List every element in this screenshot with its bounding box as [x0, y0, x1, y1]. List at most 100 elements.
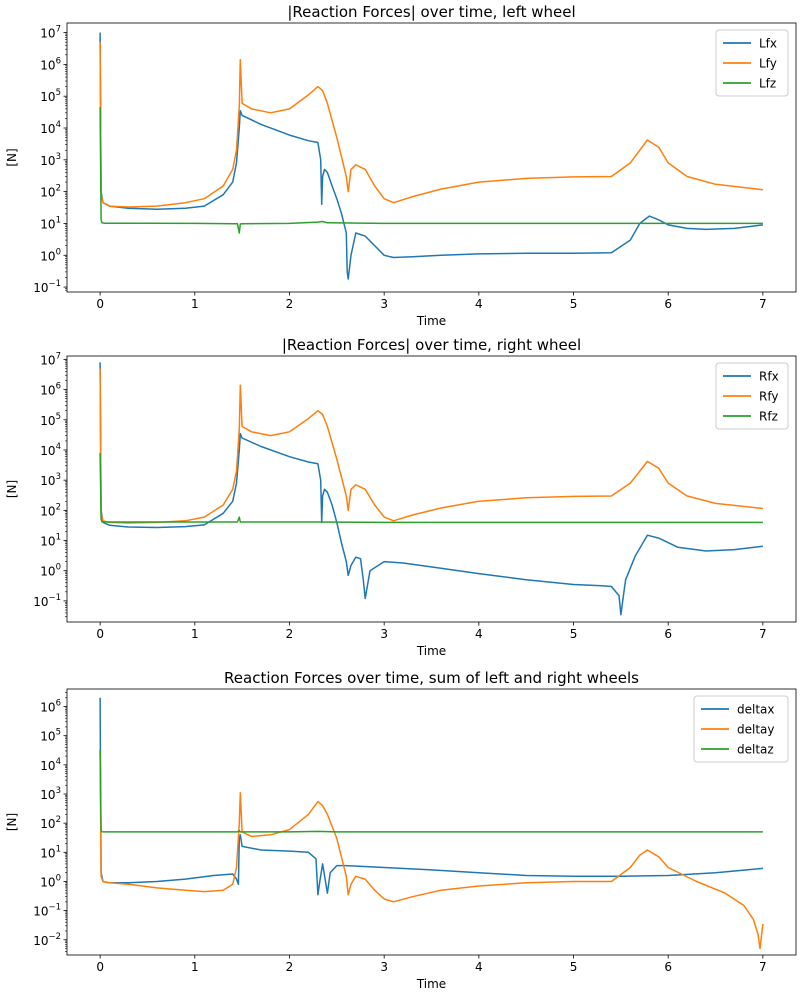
y-tick-label: 103 — [40, 472, 61, 488]
x-tick-label: 6 — [664, 960, 672, 974]
y-axis-label: [N] — [5, 480, 19, 498]
y-tick-label: 102 — [40, 502, 61, 518]
x-tick-label: 0 — [96, 960, 104, 974]
y-tick-label: 102 — [40, 815, 61, 831]
y-tick-label: 10−1 — [33, 279, 61, 295]
y-tick-label: 104 — [40, 757, 61, 773]
x-tick-label: 7 — [759, 960, 767, 974]
series-line-Lfz — [99, 107, 763, 234]
y-tick-label: 102 — [40, 184, 61, 200]
legend-label: Lfz — [759, 77, 776, 91]
x-tick-label: 1 — [191, 627, 199, 641]
chart-2: 0 1 2 3 4 5 6 7 10−1 100 101 102 103 104 105 106 107 |Rea… — [5, 336, 797, 658]
y-tick-label: 100 — [40, 563, 61, 579]
y-tick-label: 106 — [40, 699, 61, 715]
y-tick-label: 10−1 — [33, 903, 61, 919]
x-tick-label: 3 — [380, 960, 388, 974]
y-tick-label: 106 — [40, 56, 61, 72]
legend-label: Lfx — [759, 37, 777, 51]
y-tick-label: 104 — [40, 442, 61, 458]
legend: Rfx Rfy Rfz — [715, 362, 789, 430]
y-tick-label: 10−1 — [33, 593, 61, 609]
y-tick-label: 101 — [40, 533, 61, 549]
series-line-deltay — [99, 750, 764, 950]
x-axis-label: Time — [416, 977, 446, 991]
series-line-Rfy — [99, 368, 763, 524]
legend-label: deltay — [737, 723, 775, 737]
series-line-Rfx — [99, 362, 763, 616]
x-tick-label: 2 — [286, 297, 294, 311]
legend-label: Rfy — [759, 390, 778, 404]
x-axis: 0 1 2 3 4 5 6 7 — [96, 622, 767, 641]
x-tick-label: 2 — [286, 960, 294, 974]
x-tick-label: 5 — [570, 297, 578, 311]
y-tick-label: 106 — [40, 382, 61, 398]
x-axis-label: Time — [416, 644, 446, 658]
chart-title: |Reaction Forces| over time, right wheel — [282, 336, 581, 354]
y-tick-label: 101 — [40, 215, 61, 231]
series-line-deltaz — [99, 748, 763, 833]
x-tick-label: 6 — [664, 297, 672, 311]
y-tick-label: 100 — [40, 873, 61, 889]
y-tick-label: 107 — [40, 351, 61, 367]
plot-frame — [66, 22, 797, 293]
x-tick-label: 2 — [286, 627, 294, 641]
y-tick-label: 103 — [40, 152, 61, 168]
legend: deltax deltay deltaz — [693, 695, 789, 763]
x-tick-label: 0 — [96, 627, 104, 641]
x-tick-label: 1 — [191, 960, 199, 974]
x-tick-label: 5 — [570, 960, 578, 974]
chart-title: |Reaction Forces| over time, left wheel — [287, 3, 575, 21]
y-tick-label: 105 — [40, 728, 61, 744]
series-line-Lfy — [99, 42, 763, 208]
x-tick-label: 4 — [475, 297, 483, 311]
x-tick-label: 1 — [191, 297, 199, 311]
plot-frame — [66, 688, 797, 956]
x-tick-label: 6 — [664, 627, 672, 641]
plot-frame — [66, 355, 797, 623]
y-axis-label: [N] — [5, 148, 19, 166]
x-tick-label: 3 — [380, 627, 388, 641]
chart-title: Reaction Forces over time, sum of left a… — [224, 669, 639, 687]
x-tick-label: 4 — [475, 627, 483, 641]
x-axis-label: Time — [416, 314, 446, 328]
y-axis-label: [N] — [5, 813, 19, 831]
legend-box — [693, 695, 789, 763]
series-line-Lfx — [99, 32, 763, 280]
y-axis: 10−1 100 101 102 103 104 105 106 107 — [33, 25, 67, 295]
legend: Lfx Lfy Lfz — [715, 29, 789, 97]
x-tick-label: 3 — [380, 297, 388, 311]
y-tick-label: 10−2 — [33, 932, 61, 948]
series-line-Rfz — [99, 452, 763, 524]
y-tick-label: 104 — [40, 120, 61, 136]
legend-label: Rfx — [759, 370, 779, 384]
x-tick-label: 0 — [96, 297, 104, 311]
y-tick-label: 101 — [40, 844, 61, 860]
y-tick-label: 107 — [40, 25, 61, 41]
y-tick-label: 105 — [40, 412, 61, 428]
y-tick-label: 100 — [40, 247, 61, 263]
x-tick-label: 4 — [475, 960, 483, 974]
x-tick-label: 7 — [759, 627, 767, 641]
legend-box — [715, 362, 789, 430]
chart-1: 0 1 2 3 4 5 6 7 10−1 100 101 102 103 104 105 106 107 |Rea… — [5, 3, 797, 328]
legend-box — [715, 29, 789, 97]
series-line-deltax — [99, 697, 763, 896]
legend-label: deltaz — [737, 743, 774, 757]
series-lines — [99, 32, 763, 280]
y-axis: 10−2 10−1 100 101 102 103 104 105 106 — [33, 699, 67, 948]
y-tick-label: 105 — [40, 88, 61, 104]
y-tick-label: 103 — [40, 786, 61, 802]
legend-label: Lfy — [759, 57, 777, 71]
series-lines — [99, 362, 763, 616]
y-axis: 10−1 100 101 102 103 104 105 106 107 — [33, 351, 67, 609]
x-tick-label: 7 — [759, 297, 767, 311]
legend-label: Rfz — [759, 410, 778, 424]
chart-3: 0 1 2 3 4 5 6 7 10−2 10−1 100 101 102 103 104 105 106 Rea… — [5, 669, 797, 991]
x-axis: 0 1 2 3 4 5 6 7 — [96, 955, 767, 974]
legend-label: deltax — [737, 703, 775, 717]
x-axis: 0 1 2 3 4 5 6 7 — [96, 292, 767, 311]
series-lines — [99, 697, 764, 950]
x-tick-label: 5 — [570, 627, 578, 641]
